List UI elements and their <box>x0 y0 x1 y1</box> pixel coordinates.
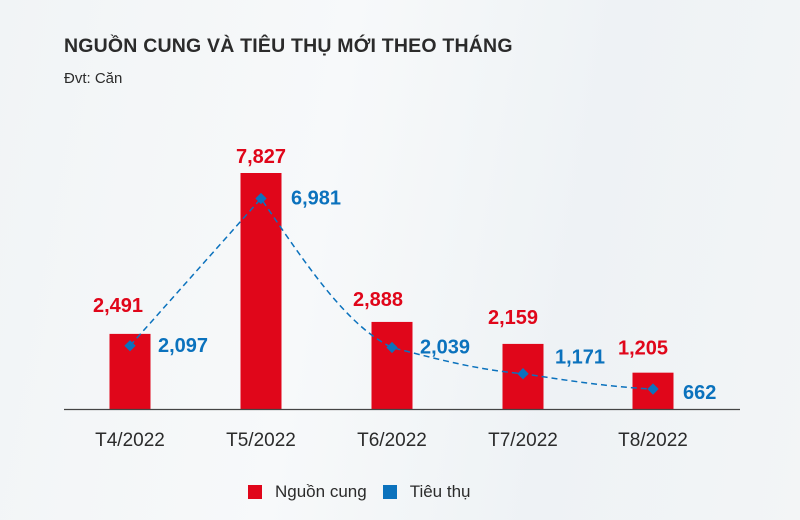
supply-value-label: 1,205 <box>618 338 668 360</box>
x-tick-label: T8/2022 <box>618 430 688 451</box>
legend: Nguồn cung Tiêu thụ <box>248 482 486 502</box>
consumption-value-label: 2,039 <box>420 337 470 359</box>
supply-value-label: 7,827 <box>236 146 286 168</box>
supply-value-label: 2,491 <box>93 295 143 317</box>
legend-label-supply: Nguồn cung <box>275 482 367 501</box>
consumption-value-label: 2,097 <box>158 335 208 357</box>
x-tick-label: T6/2022 <box>357 430 427 451</box>
x-tick-label: T5/2022 <box>226 430 296 451</box>
x-tick-labels: T4/2022 T5/2022 T6/2022 T7/2022 T8/2022 <box>95 430 688 451</box>
consumption-value-label: 6,981 <box>291 188 341 210</box>
diamond-marker-icon <box>517 368 529 380</box>
legend-item-supply: Nguồn cung <box>248 482 367 502</box>
legend-item-consumption: Tiêu thụ <box>382 482 471 502</box>
consumption-value-label: 1,171 <box>555 347 605 369</box>
x-tick-label: T4/2022 <box>95 430 165 451</box>
legend-label-consumption: Tiêu thụ <box>409 482 471 501</box>
x-tick-label: T7/2022 <box>488 430 558 451</box>
diamond-marker-icon <box>647 383 659 395</box>
supply-value-label: 2,888 <box>353 289 403 311</box>
diamond-marker-icon <box>255 192 267 205</box>
unit-label: Đvt: Căn <box>64 70 123 87</box>
supply-bar <box>240 173 282 409</box>
chart-title: NGUỒN CUNG VÀ TIÊU THỤ MỚI THEO THÁNG <box>64 35 513 57</box>
diamond-marker-icon <box>386 341 398 354</box>
consumption-value-label: 662 <box>683 382 716 404</box>
supply-bar <box>371 321 413 409</box>
consumption-trend-line <box>129 197 654 390</box>
supply-value-label: 2,159 <box>488 307 538 329</box>
supply-swatch-icon <box>248 485 262 499</box>
consumption-line <box>124 192 659 395</box>
consumption-swatch-icon <box>382 485 397 499</box>
